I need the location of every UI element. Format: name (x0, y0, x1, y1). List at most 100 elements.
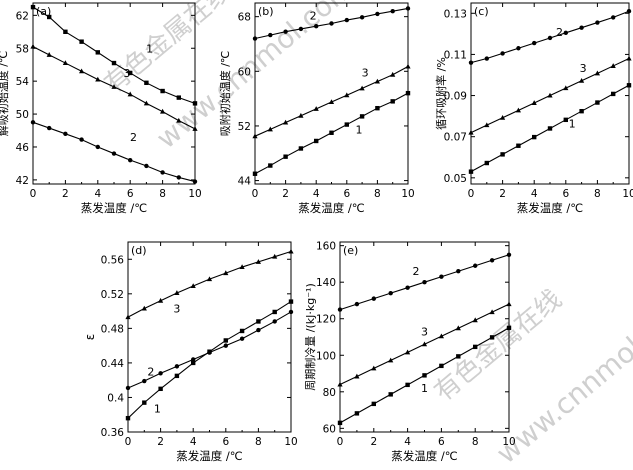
data-point (579, 108, 584, 114)
data-point (579, 77, 585, 83)
data-point (405, 285, 410, 290)
data-point (174, 364, 180, 369)
y-axis-label: 周期制冷量 /(kJ·kg⁻¹) (304, 283, 317, 390)
data-point (405, 90, 411, 96)
data-point (79, 137, 84, 142)
series-a-3 (30, 43, 198, 131)
y-tick-label: 50 (16, 109, 29, 121)
data-point (314, 24, 319, 29)
data-point (298, 146, 304, 151)
data-point (111, 60, 117, 66)
y-tick-label: 44 (238, 176, 252, 188)
curve-label: 1 (154, 403, 161, 416)
data-point (298, 112, 304, 118)
data-point (626, 55, 632, 61)
chart-panel-d: 0 2 4 6 8 10 0.36 0.4 0.44 0.48 0.52 0.56 3 2 1 (d) 蒸发温度… (83, 241, 298, 462)
curve-label: 2 (413, 265, 420, 278)
data-point (111, 84, 117, 89)
y-tick-label: 160 (316, 241, 336, 253)
panel-label: (d) (131, 244, 147, 257)
data-point (468, 169, 474, 174)
data-point (610, 63, 616, 68)
x-tick-label: 2 (370, 436, 377, 448)
data-point (160, 108, 166, 114)
x-axis-label: 蒸发温度 /℃ (176, 449, 243, 462)
data-point (190, 283, 196, 289)
data-point (223, 343, 228, 348)
x-tick-label: 10 (284, 436, 297, 448)
data-point (223, 270, 229, 276)
data-point (405, 63, 411, 69)
y-tick-label: 0.11 (444, 49, 467, 61)
data-point (191, 357, 196, 362)
y-tick-label: 0.48 (101, 323, 124, 335)
y-tick-label: 0.36 (101, 427, 125, 439)
data-point (192, 101, 198, 106)
data-point (158, 297, 164, 303)
data-point (252, 36, 258, 41)
data-point (63, 29, 68, 34)
data-point (563, 30, 568, 36)
data-point (158, 386, 163, 392)
data-point (595, 20, 600, 25)
data-point (158, 371, 163, 376)
curve-label: 2 (556, 26, 563, 39)
data-point (456, 269, 461, 274)
data-point (468, 129, 474, 135)
data-point (354, 411, 360, 416)
series-b-1 (252, 90, 411, 176)
data-point (143, 100, 149, 106)
y-tick-label: 100 (316, 350, 336, 362)
data-point (144, 163, 149, 169)
data-point (252, 171, 258, 176)
data-point (484, 122, 490, 128)
chart-panel-c: 0 2 4 6 8 10 0.05 0.07 0.09 0.11 0.13 2 3 1 (c) 蒸发温度 /℃… (434, 2, 633, 215)
data-point (256, 327, 261, 333)
data-point (313, 106, 319, 111)
data-point (388, 357, 394, 363)
data-point (30, 120, 36, 125)
data-point (288, 248, 294, 254)
data-point (611, 91, 616, 97)
data-point (388, 392, 393, 397)
data-point (111, 151, 117, 156)
data-point (142, 378, 147, 384)
data-point (421, 341, 428, 347)
data-point (579, 25, 584, 30)
y-tick-label: 120 (316, 314, 336, 326)
data-point (563, 85, 569, 91)
data-point (484, 56, 489, 61)
data-point (62, 60, 68, 66)
curve-label: 3 (580, 62, 587, 75)
curve-label: 3 (362, 67, 369, 80)
data-point (46, 52, 52, 57)
data-point (255, 259, 261, 264)
data-point (192, 179, 198, 184)
x-tick-label: 4 (404, 436, 411, 448)
y-tick-label: 0.07 (444, 132, 467, 144)
data-point (500, 51, 505, 56)
data-point (484, 160, 489, 166)
data-point (563, 117, 568, 123)
data-point (283, 154, 288, 159)
x-tick-label: 8 (255, 436, 262, 448)
data-point (547, 126, 553, 131)
x-tick-label: 10 (622, 188, 633, 200)
y-tick-label: 42 (16, 175, 29, 187)
data-point (594, 70, 600, 76)
data-point (516, 46, 521, 51)
data-point (500, 114, 506, 120)
data-point (314, 138, 319, 144)
x-tick-label: 0 (125, 436, 132, 448)
data-point (288, 309, 294, 315)
curve-label: 2 (130, 131, 137, 144)
data-point (206, 276, 213, 282)
curve-label: 1 (569, 117, 576, 130)
series-e-1 (337, 325, 512, 426)
series-d-3 (125, 248, 294, 320)
data-point (272, 253, 278, 259)
curve-label: 3 (123, 67, 130, 80)
x-tick-label: 2 (499, 188, 506, 200)
data-point (176, 175, 181, 180)
